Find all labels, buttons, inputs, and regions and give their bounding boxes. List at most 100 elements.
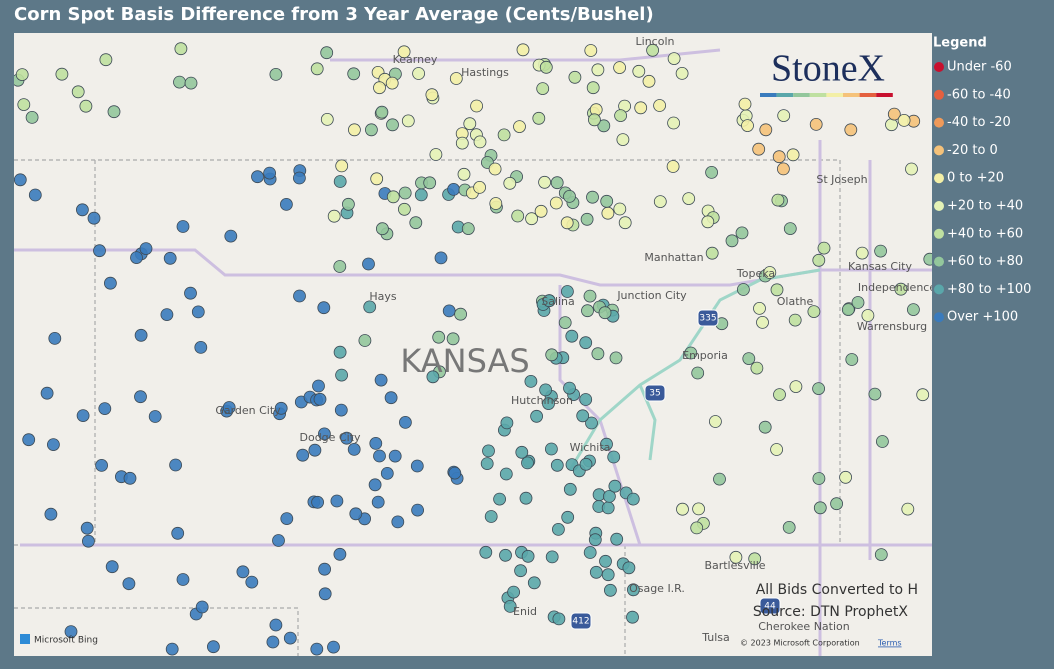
- location-dot: [874, 548, 888, 561]
- location-dot: [369, 436, 383, 450]
- location-dot: [335, 368, 349, 382]
- legend-swatch: [934, 228, 944, 239]
- location-dot: [17, 98, 31, 111]
- location-dot: [514, 564, 527, 578]
- legend-swatch: [934, 89, 944, 100]
- location-dot: [335, 159, 349, 173]
- location-dot: [245, 575, 259, 589]
- location-dot: [565, 329, 579, 343]
- location-dot: [317, 427, 331, 441]
- location-dot: [266, 635, 280, 649]
- location-dot: [813, 501, 827, 515]
- location-dot: [310, 642, 324, 656]
- location-dot: [855, 246, 869, 260]
- location-dot: [770, 443, 783, 456]
- location-dot: [591, 347, 605, 361]
- map-labels: KANSAS Grand Island Kearney Hastings Lincoln…: [20, 33, 932, 648]
- note: All Bids Converted to H: [756, 582, 918, 598]
- location-dot: [169, 458, 183, 472]
- location-dot: [608, 479, 622, 493]
- terms-link[interactable]: Terms: [877, 639, 902, 648]
- location-dot: [482, 444, 495, 458]
- location-dot: [55, 67, 69, 81]
- location-dot: [738, 97, 752, 111]
- legend-label: +80 to +100: [947, 282, 1031, 297]
- location-dot: [380, 466, 394, 480]
- location-dot: [107, 105, 121, 119]
- location-dot: [412, 67, 426, 80]
- location-dot: [280, 512, 294, 525]
- location-dot: [165, 642, 179, 656]
- location-dot: [363, 300, 377, 314]
- legend-label: Under -60: [947, 60, 1012, 75]
- legend-swatch: [934, 284, 944, 295]
- location-dot: [772, 150, 786, 164]
- location-dot: [558, 316, 572, 330]
- location-dot: [312, 379, 325, 393]
- location-dot: [426, 370, 440, 384]
- bing-icon: [20, 634, 30, 644]
- location-dot: [497, 128, 511, 142]
- location-dot: [499, 467, 513, 481]
- location-dot: [610, 532, 624, 546]
- city-label: Hutchinson: [511, 394, 573, 407]
- location-dot: [782, 521, 796, 534]
- location-dot: [318, 562, 332, 576]
- location-dot: [713, 472, 726, 486]
- location-dot: [885, 118, 898, 132]
- location-dot: [676, 502, 689, 516]
- location-dot: [347, 442, 361, 456]
- location-dot: [397, 202, 411, 216]
- location-dot: [667, 52, 681, 65]
- location-dot: [173, 75, 186, 89]
- location-dot: [76, 203, 89, 217]
- location-dot: [160, 308, 174, 322]
- location-dot: [283, 631, 297, 645]
- location-dot: [788, 313, 802, 327]
- location-dot: [616, 133, 630, 147]
- location-dot: [563, 381, 576, 395]
- location-dot: [347, 67, 361, 81]
- location-dot: [457, 167, 471, 181]
- location-dot: [236, 565, 250, 579]
- location-dot: [455, 136, 469, 150]
- legend-swatch: [934, 117, 944, 128]
- location-dot: [583, 289, 597, 303]
- location-dot: [581, 304, 594, 318]
- location-dot: [737, 283, 750, 296]
- location-dot: [576, 409, 590, 423]
- location-dot: [25, 111, 39, 124]
- location-dot: [759, 123, 773, 137]
- legend-label: -20 to 0: [947, 143, 998, 158]
- location-dot: [817, 241, 831, 255]
- location-dot: [586, 190, 599, 204]
- city-label: St Joseph: [816, 173, 867, 186]
- location-dot: [604, 583, 617, 597]
- location-dot: [550, 176, 564, 190]
- location-dot: [330, 494, 344, 508]
- legend-label: -40 to -20: [947, 115, 1011, 130]
- location-dot: [385, 76, 399, 90]
- location-dot: [194, 340, 208, 354]
- location-dot: [580, 212, 594, 226]
- location-dot: [807, 305, 821, 319]
- location-dot: [139, 242, 153, 256]
- logo-bar-segment: [760, 93, 777, 97]
- location-dot: [748, 552, 762, 566]
- location-dot: [429, 148, 443, 161]
- city-label: Cherokee Nation: [758, 620, 850, 633]
- location-dot: [627, 583, 640, 597]
- location-dot: [272, 534, 285, 547]
- location-dot: [905, 162, 918, 176]
- map-layer: KANSAS Grand Island Kearney Hastings Lincoln…: [14, 33, 932, 656]
- location-dot: [552, 523, 565, 536]
- location-dot: [195, 600, 209, 614]
- location-dot: [317, 301, 331, 315]
- location-dot: [542, 397, 555, 411]
- location-dot: [601, 501, 615, 515]
- location-dot: [318, 587, 332, 601]
- location-dot: [105, 560, 119, 574]
- logo-bar: [760, 93, 893, 97]
- dot-layer: [14, 42, 932, 656]
- location-dot: [44, 507, 58, 521]
